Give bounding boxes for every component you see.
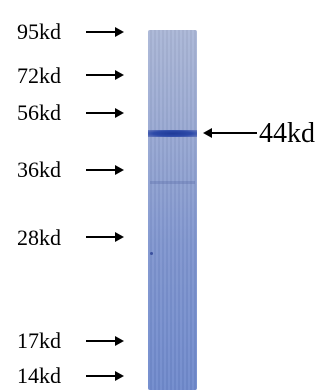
- left-arrow-icon: [203, 128, 257, 138]
- marker-label: 17kd: [17, 328, 61, 353]
- right-arrow-icon: [86, 108, 124, 118]
- faint-band: [150, 181, 195, 184]
- marker-label: 56kd: [17, 100, 61, 125]
- protein-band: [148, 130, 197, 137]
- right-arrow-icon: [86, 336, 124, 346]
- marker-label: 28kd: [17, 225, 61, 250]
- right-arrow-icon: [86, 27, 124, 37]
- band-size-label: 44kd: [259, 118, 315, 149]
- gel-lane: [148, 30, 197, 390]
- marker-label: 95kd: [17, 19, 61, 44]
- marker-label: 72kd: [17, 63, 61, 88]
- right-arrow-icon: [86, 70, 124, 80]
- right-arrow-icon: [86, 371, 124, 381]
- gel-speck: [150, 252, 153, 255]
- right-arrow-icon: [86, 165, 124, 175]
- marker-label: 14kd: [17, 363, 61, 388]
- right-arrow-icon: [86, 232, 124, 242]
- marker-label: 36kd: [17, 157, 61, 182]
